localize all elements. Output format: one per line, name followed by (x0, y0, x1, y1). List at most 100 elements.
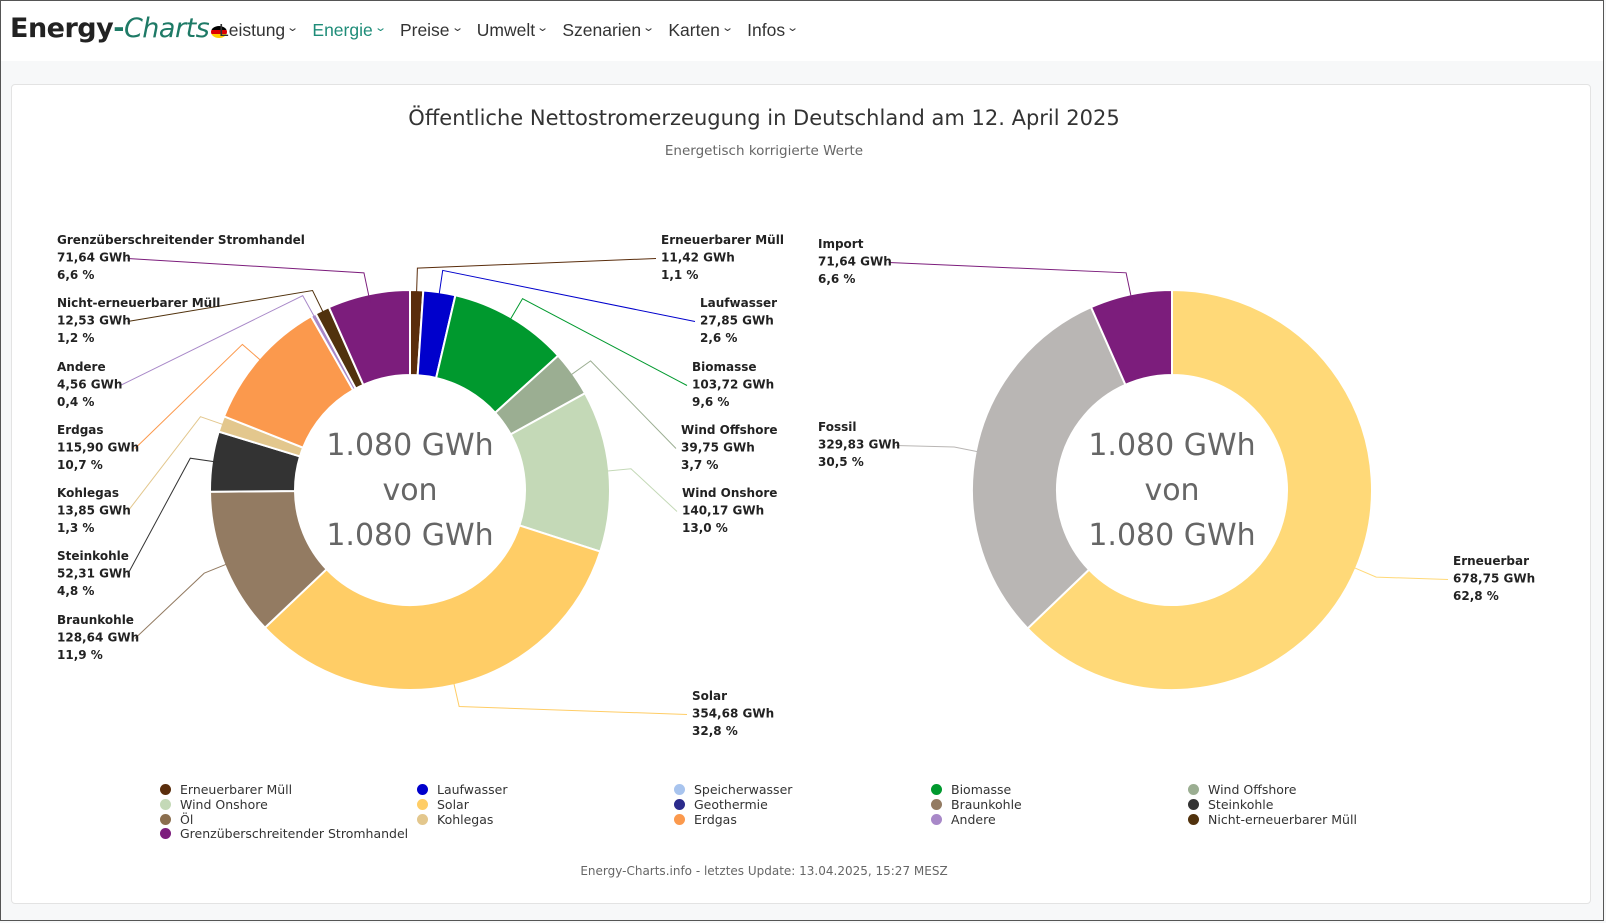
center-text-line: von (1144, 473, 1199, 508)
legend-marker-icon (931, 813, 942, 825)
legend-marker-icon (931, 798, 942, 810)
legend-item-kohlegas[interactable]: Kohlegas (417, 812, 493, 827)
slice-solar[interactable] (263, 524, 602, 691)
legend-marker-icon (674, 798, 685, 810)
connector-line (895, 445, 984, 454)
label-name: Erdgas (57, 423, 104, 437)
legend-item-speicherwasser[interactable]: Speicherwasser (674, 782, 792, 797)
connector-line (127, 416, 229, 512)
center-text-line: 1.080 GWh (326, 518, 493, 553)
label-percent: 30,5 % (818, 455, 864, 469)
label-percent: 10,7 % (57, 458, 103, 472)
legend-label: Geothermie (694, 796, 768, 812)
label-name: Wind Onshore (682, 486, 777, 500)
center-text-line: 1.080 GWh (1088, 428, 1255, 463)
brand-text-energy: Energy (10, 13, 114, 44)
label-name: Wind Offshore (681, 423, 778, 437)
legend-item-erneuerbarer-müll[interactable]: Erneuerbarer Müll (160, 782, 292, 797)
label-value: 128,64 GWh (57, 631, 139, 645)
connector-line (127, 289, 327, 322)
chevron-down-icon: ⌄ (536, 22, 550, 34)
label-value: 13,85 GWh (57, 504, 131, 518)
slice-fossil[interactable] (971, 305, 1127, 630)
nav-item-karten[interactable]: Karten ⌄ (668, 20, 734, 41)
legend-marker-icon (160, 798, 171, 810)
nav-item-label: Karten (668, 20, 720, 40)
nav-item-leistung[interactable]: Leistung ⌄ (219, 20, 300, 41)
slice-import[interactable] (1089, 288, 1173, 387)
legend-item-laufwasser[interactable]: Laufwasser (417, 782, 507, 797)
label-percent: 6,6 % (57, 268, 94, 282)
legend-label: Speicherwasser (694, 782, 793, 797)
label-name: Braunkohle (57, 613, 134, 627)
slice-grenzüberschreitender-stromhandel[interactable] (327, 288, 411, 387)
connector-line (415, 258, 657, 299)
legend-item-öl[interactable]: Öl (160, 812, 193, 827)
legend-item-braunkohle[interactable]: Braunkohle (931, 797, 1022, 812)
label-name: Laufwasser (700, 296, 777, 310)
slice-erneuerbar[interactable] (1026, 288, 1373, 691)
label-value: 12,53 GWh (57, 314, 131, 328)
label-value: 678,75 GWh (1453, 572, 1535, 586)
data-label-andere: Andere 4,56 GWh 0,4 % (57, 360, 122, 409)
connector-line (452, 677, 688, 715)
footer-credit: Energy-Charts.info - letztes Update: 13.… (580, 864, 948, 878)
nav-item-umwelt[interactable]: Umwelt ⌄ (477, 20, 550, 41)
label-percent: 4,8 % (57, 584, 94, 598)
brand-text-charts: Charts (123, 13, 210, 44)
main-nav: Leistung ⌄ Energie ⌄ Preise ⌄ Umwelt ⌄ Szenarien… (219, 20, 812, 41)
data-label-biomasse: Biomasse 103,72 GWh 9,6 % (692, 360, 774, 409)
legend-item-steinkohle[interactable]: Steinkohle (1188, 797, 1273, 812)
chart-title: Öffentliche Nettostromerzeugung in Deuts… (408, 106, 1120, 130)
chevron-down-icon: ⌄ (721, 22, 734, 34)
legend-item-nicht-erneuerbarer-müll[interactable]: Nicht-erneuerbarer Müll (1188, 812, 1357, 827)
nav-item-label: Energie (312, 20, 373, 40)
label-name: Import (818, 237, 864, 251)
label-value: 11,42 GWh (661, 251, 735, 265)
legend-marker-icon (417, 813, 428, 825)
legend-label: Erdgas (694, 811, 737, 827)
label-value: 52,31 GWh (57, 567, 131, 581)
top-navbar: Energy-Charts Leistung ⌄ Energie ⌄ Preise ⌄ Um… (1, 1, 1603, 61)
legend-item-erdgas[interactable]: Erdgas (674, 812, 737, 827)
label-value: 115,90 GWh (57, 441, 139, 455)
nav-item-energie[interactable]: Energie ⌄ (312, 20, 386, 41)
legend-label: Kohlegas (437, 811, 494, 827)
data-label-wind-onshore: Wind Onshore 140,17 GWh 13,0 % (682, 486, 777, 535)
label-percent: 1,1 % (661, 268, 698, 282)
label-value: 140,17 GWh (682, 504, 764, 518)
legend-item-biomasse[interactable]: Biomasse (931, 782, 1011, 797)
nav-item-preise[interactable]: Preise ⌄ (400, 20, 464, 41)
label-name: Grenzüberschreitender Stromhandel (57, 233, 305, 247)
connector-line (127, 457, 221, 575)
legend-item-andere[interactable]: Andere (931, 812, 996, 827)
legend-marker-icon (1188, 784, 1199, 795)
legend-marker-icon (417, 798, 428, 810)
center-text-line: 1.080 GWh (1088, 518, 1255, 553)
connector-line (134, 343, 266, 449)
german-flag-icon (211, 26, 228, 38)
nav-item-label: Szenarien (562, 20, 642, 40)
legend-item-grenzüberschreitender-stromhandel[interactable]: Grenzüberschreitender Stromhandel (160, 826, 408, 841)
label-name: Biomasse (692, 360, 757, 374)
label-name: Erneuerbarer Müll (661, 233, 784, 247)
data-label-solar: Solar 354,68 GWh 32,8 % (692, 689, 774, 738)
legend-marker-icon (160, 828, 171, 840)
legend-marker-icon (160, 813, 171, 825)
legend-item-geothermie[interactable]: Geothermie (674, 797, 768, 812)
legend-item-wind-offshore[interactable]: Wind Offshore (1188, 782, 1296, 797)
legend-item-solar[interactable]: Solar (417, 797, 469, 812)
brand-logo[interactable]: Energy-Charts (10, 13, 228, 44)
nav-item-infos[interactable]: Infos ⌄ (747, 20, 799, 41)
nav-item-szenarien[interactable]: Szenarien ⌄ (562, 20, 655, 41)
data-label-erneuerbarer-müll: Erneuerbarer Müll 11,42 GWh 1,1 % (661, 233, 784, 282)
label-name: Steinkohle (57, 549, 129, 563)
connector-line (119, 294, 318, 386)
chevron-down-icon: ⌄ (286, 22, 300, 34)
label-value: 103,72 GWh (692, 378, 774, 392)
legend-item-wind-onshore[interactable]: Wind Onshore (160, 797, 268, 812)
data-label-grenzüberschreitender-stromhandel: Grenzüberschreitender Stromhandel 71,64 G… (57, 233, 305, 282)
label-percent: 3,7 % (681, 458, 718, 472)
